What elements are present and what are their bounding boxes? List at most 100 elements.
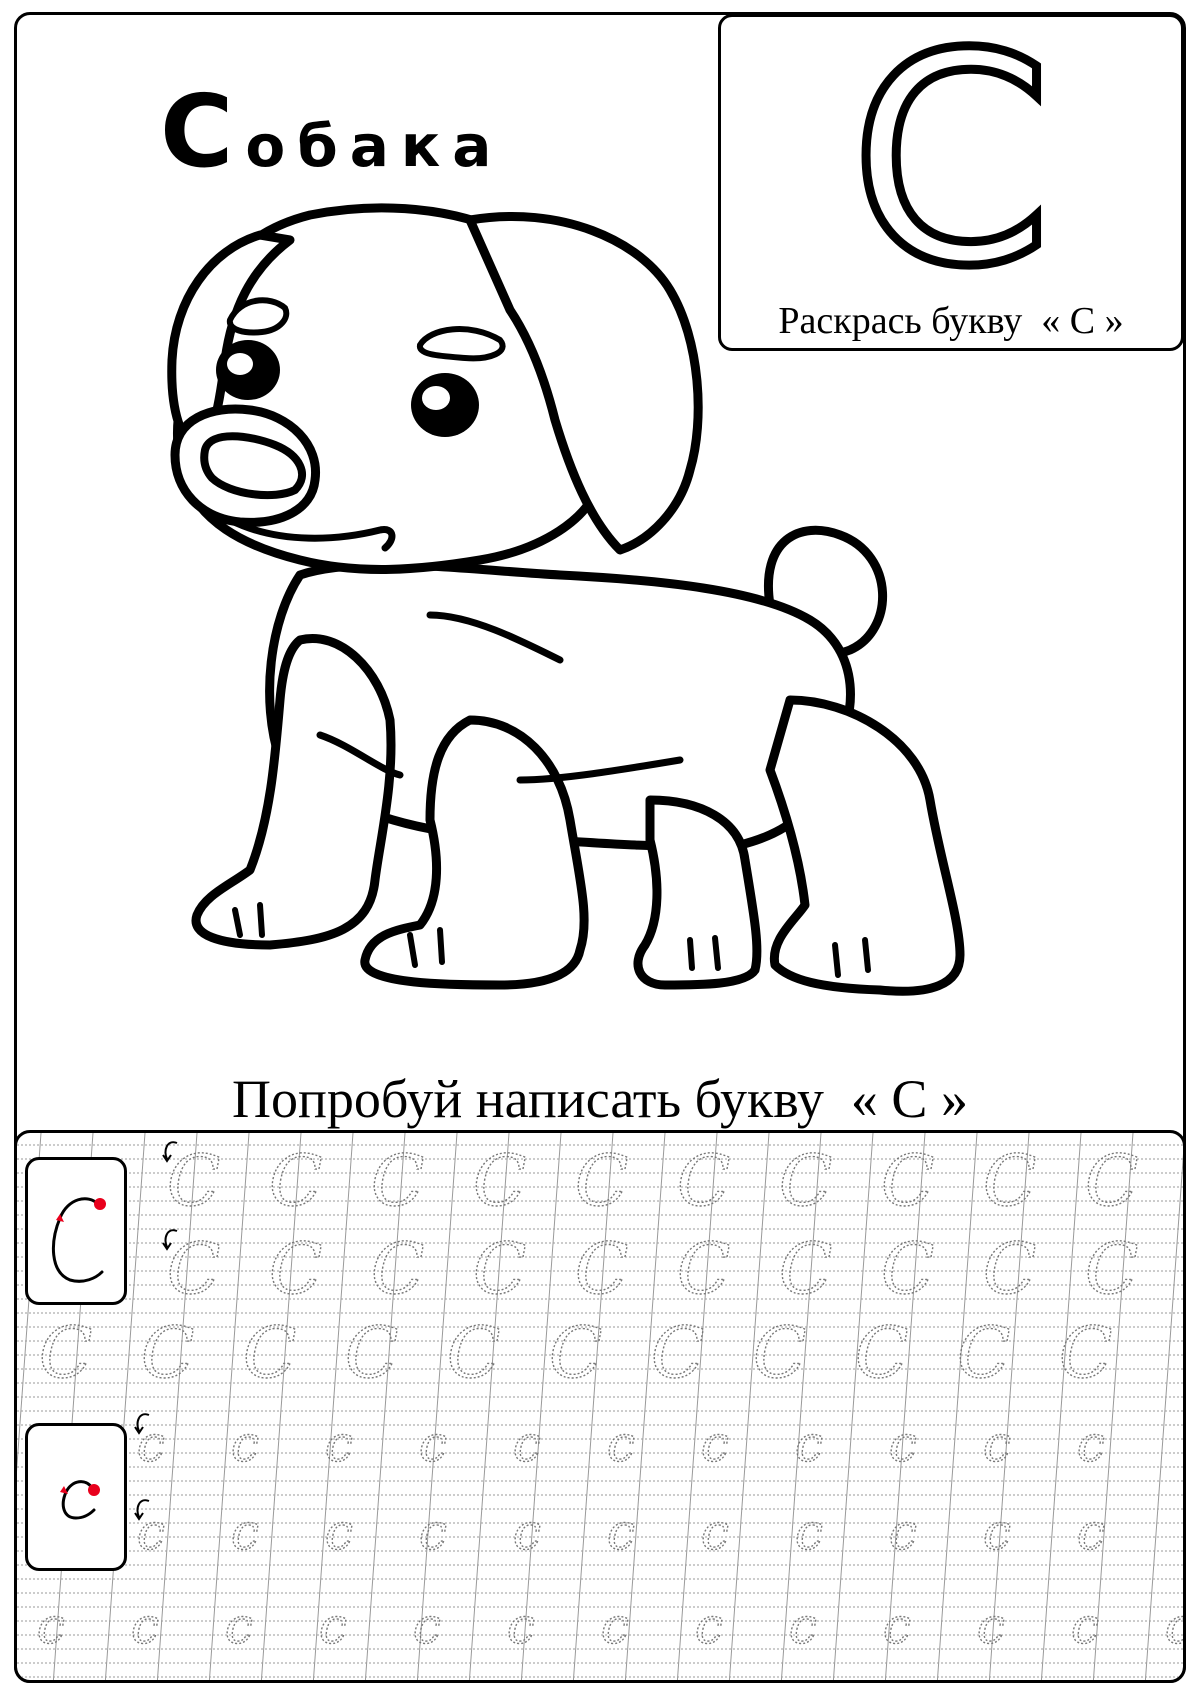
practice-instruction: Попробуй написать букву « С »	[232, 1069, 968, 1129]
trace-letter-uppercase[interactable]: C	[446, 1311, 501, 1394]
guide-line	[988, 1133, 1030, 1680]
trace-letter-lowercase[interactable]: c	[1076, 1502, 1105, 1561]
trace-letter-lowercase[interactable]: c	[794, 1414, 823, 1473]
trace-letter-lowercase[interactable]: c	[418, 1502, 447, 1561]
guide-line	[1092, 1133, 1134, 1680]
trace-letter-uppercase[interactable]: C	[778, 1139, 833, 1222]
trace-letter-lowercase[interactable]: c	[888, 1414, 917, 1473]
trace-letter-uppercase[interactable]: C	[166, 1139, 221, 1222]
trace-letter-uppercase[interactable]: C	[344, 1311, 399, 1394]
guide-line	[728, 1133, 770, 1680]
stroke-start-dot	[94, 1198, 106, 1210]
trace-letter-uppercase[interactable]: C	[242, 1311, 297, 1394]
trace-letter-lowercase[interactable]: c	[36, 1596, 65, 1655]
trace-letter-uppercase[interactable]: C	[140, 1311, 195, 1394]
trace-letter-lowercase[interactable]: c	[788, 1596, 817, 1655]
guide-line	[1040, 1133, 1082, 1680]
guide-line	[676, 1133, 718, 1680]
trace-letter-uppercase[interactable]: C	[38, 1311, 93, 1394]
lowercase-stroke-sample	[60, 1480, 100, 1520]
guide-line	[780, 1133, 822, 1680]
trace-letter-lowercase[interactable]: c	[1070, 1596, 1099, 1655]
trace-letter-lowercase[interactable]: c	[600, 1596, 629, 1655]
guide-lines: C C C C C C C C C CC C C C C C C C C CC C C C C C C C C C Cc c c c c c c c c…	[17, 1133, 1186, 1680]
word-title: Собака	[160, 82, 503, 182]
guide-line	[416, 1133, 458, 1680]
trace-letter-lowercase[interactable]: c	[506, 1596, 535, 1655]
trace-letter-lowercase[interactable]: c	[882, 1596, 911, 1655]
trace-letter-uppercase[interactable]: C	[752, 1311, 807, 1394]
start-arrow-icon	[134, 1413, 150, 1435]
trace-letter-uppercase[interactable]: C	[982, 1139, 1037, 1222]
sample-card-uppercase	[25, 1157, 127, 1305]
dog-icon[interactable]	[150, 185, 990, 1015]
trace-letter-lowercase[interactable]: c	[606, 1502, 635, 1561]
guide-line	[364, 1133, 406, 1680]
stroke-start-dot-lowercase	[88, 1484, 100, 1496]
guide-line	[468, 1133, 510, 1680]
trace-letter-lowercase[interactable]: c	[324, 1502, 353, 1561]
trace-letter-uppercase[interactable]: C	[778, 1227, 833, 1310]
trace-letter-uppercase[interactable]: C	[854, 1311, 909, 1394]
trace-letter-lowercase[interactable]: c	[694, 1596, 723, 1655]
trace-letter-lowercase[interactable]: c	[324, 1414, 353, 1473]
trace-letter-lowercase[interactable]: c	[130, 1596, 159, 1655]
trace-letter-lowercase[interactable]: c	[136, 1502, 165, 1561]
word-first-letter: С	[160, 73, 246, 190]
guide-line	[1144, 1153, 1183, 1680]
trace-letter-uppercase[interactable]: C	[880, 1139, 935, 1222]
trace-letter-uppercase[interactable]: C	[982, 1227, 1037, 1310]
trace-letter-lowercase[interactable]: c	[606, 1414, 635, 1473]
trace-letter-lowercase[interactable]: c	[700, 1502, 729, 1561]
trace-letter-uppercase[interactable]: C	[166, 1227, 221, 1310]
guide-line	[104, 1133, 146, 1680]
guide-line	[832, 1133, 874, 1680]
trace-letter-lowercase[interactable]: c	[230, 1414, 259, 1473]
trace-letter-lowercase[interactable]: c	[976, 1596, 1005, 1655]
coloring-instruction: Раскрась букву « С »	[778, 300, 1124, 342]
trace-letter-uppercase[interactable]: C	[1058, 1311, 1113, 1394]
trace-letter-lowercase[interactable]: c	[412, 1596, 441, 1655]
trace-letter-uppercase[interactable]: C	[956, 1311, 1011, 1394]
trace-letter-lowercase[interactable]: c	[230, 1502, 259, 1561]
trace-letter-lowercase[interactable]: c	[418, 1414, 447, 1473]
trace-letter-lowercase[interactable]: c	[1164, 1596, 1186, 1655]
trace-letter-uppercase[interactable]: C	[472, 1227, 527, 1310]
guide-line	[572, 1133, 614, 1680]
trace-letter-uppercase[interactable]: C	[880, 1227, 935, 1310]
uppercase-stroke-sample	[51, 1197, 106, 1283]
trace-letter-uppercase[interactable]: C	[574, 1227, 629, 1310]
trace-letter-lowercase[interactable]: c	[982, 1414, 1011, 1473]
outline-letter[interactable]: С	[845, 0, 1057, 330]
trace-letter-uppercase[interactable]: C	[472, 1139, 527, 1222]
trace-letter-uppercase[interactable]: C	[370, 1227, 425, 1310]
trace-letter-uppercase[interactable]: C	[370, 1139, 425, 1222]
word-rest: обака	[245, 112, 504, 180]
trace-letter-lowercase[interactable]: c	[136, 1414, 165, 1473]
trace-letter-lowercase[interactable]: c	[700, 1414, 729, 1473]
stroke-direction-arrow	[56, 1214, 64, 1222]
trace-letter-uppercase[interactable]: C	[1084, 1227, 1139, 1310]
trace-letter-lowercase[interactable]: c	[1076, 1414, 1105, 1473]
trace-letter-lowercase[interactable]: c	[318, 1596, 347, 1655]
trace-letter-lowercase[interactable]: c	[794, 1502, 823, 1561]
trace-letter-uppercase[interactable]: C	[574, 1139, 629, 1222]
trace-letter-uppercase[interactable]: C	[268, 1227, 323, 1310]
sample-card-lowercase	[25, 1423, 127, 1571]
guide-line	[520, 1133, 562, 1680]
trace-letter-uppercase[interactable]: C	[548, 1311, 603, 1394]
trace-letter-uppercase[interactable]: C	[1084, 1139, 1139, 1222]
trace-letter-lowercase[interactable]: c	[512, 1502, 541, 1561]
trace-letter-lowercase[interactable]: c	[224, 1596, 253, 1655]
trace-letter-lowercase[interactable]: c	[512, 1414, 541, 1473]
trace-letter-lowercase[interactable]: c	[982, 1502, 1011, 1561]
trace-letter-uppercase[interactable]: C	[650, 1311, 705, 1394]
trace-letter-lowercase[interactable]: c	[888, 1502, 917, 1561]
trace-letter-uppercase[interactable]: C	[676, 1227, 731, 1310]
trace-letter-uppercase[interactable]: C	[268, 1139, 323, 1222]
guide-line	[260, 1133, 302, 1680]
start-arrow-icon	[134, 1499, 150, 1521]
coloring-letter-box: С Раскрась букву « С »	[718, 0, 1184, 351]
trace-letter-uppercase[interactable]: C	[676, 1139, 731, 1222]
